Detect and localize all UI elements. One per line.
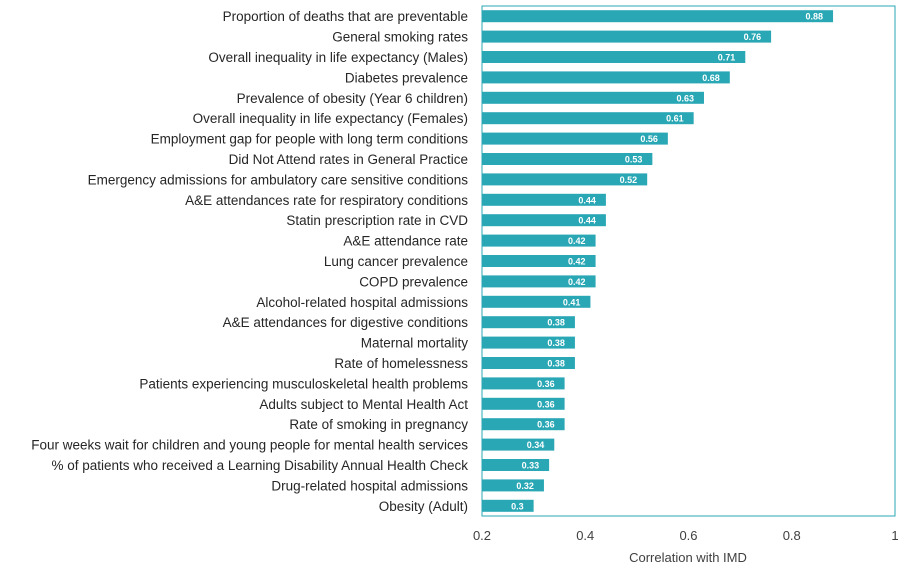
bar <box>482 132 668 145</box>
x-tick-label: 0.8 <box>783 528 801 543</box>
bar <box>482 112 694 125</box>
bar-value-label: 0.44 <box>578 195 596 205</box>
category-label: COPD prevalence <box>359 274 468 289</box>
category-label: Drug-related hospital admissions <box>271 478 468 493</box>
bar <box>482 438 555 451</box>
bar-value-label: 0.41 <box>563 297 581 307</box>
bar <box>482 336 575 349</box>
bar-value-label: 0.33 <box>522 461 540 471</box>
category-label: Adults subject to Mental Health Act <box>259 397 468 412</box>
bar-value-label: 0.56 <box>640 134 658 144</box>
bar <box>482 214 606 227</box>
category-label: Four weeks wait for children and young p… <box>31 438 468 453</box>
bar <box>482 479 544 492</box>
bar-value-label: 0.68 <box>702 73 720 83</box>
bar-value-label: 0.36 <box>537 399 555 409</box>
category-label: Diabetes prevalence <box>345 70 468 85</box>
bar <box>482 71 730 84</box>
plot-frame <box>481 5 896 517</box>
bar <box>482 193 606 206</box>
bar-value-label: 0.38 <box>547 318 565 328</box>
bar-value-label: 0.42 <box>568 236 586 246</box>
x-tick-label: 0.6 <box>679 528 697 543</box>
value-labels: 0.88 0.76 0.71 0.68 0.63 0.61 0.56 0.53 0.52 0.44… <box>511 12 823 512</box>
bar <box>482 153 653 165</box>
category-label: Statin prescription rate in CVD <box>286 213 468 228</box>
category-label: Employment gap for people with long term… <box>151 132 469 147</box>
category-label: Proportion of deaths that are preventabl… <box>223 9 468 24</box>
bar-value-label: 0.34 <box>527 440 545 450</box>
bar <box>482 499 534 512</box>
bar-value-label: 0.3 <box>511 501 524 511</box>
category-label: Did Not Attend rates in General Practice <box>229 152 468 167</box>
bar-value-label: 0.36 <box>537 420 555 430</box>
category-labels: Proportion of deaths that are preventabl… <box>31 9 468 514</box>
bar-value-label: 0.42 <box>568 277 586 287</box>
category-label: Lung cancer prevalence <box>324 254 468 269</box>
category-label: Overall inequality in life expectancy (M… <box>208 50 468 65</box>
bar-value-label: 0.88 <box>806 12 824 22</box>
bar <box>482 234 596 247</box>
category-label: Alcohol-related hospital admissions <box>256 295 468 310</box>
bar-value-label: 0.53 <box>625 155 643 165</box>
bar-value-label: 0.38 <box>547 359 565 369</box>
bar-value-label: 0.63 <box>676 93 694 103</box>
category-label: Rate of homelessness <box>334 356 468 371</box>
category-label: Maternal mortality <box>361 336 469 351</box>
category-label: Rate of smoking in pregnancy <box>289 417 468 432</box>
bar <box>482 377 565 390</box>
x-tick-label: 0.2 <box>473 528 491 543</box>
bar-value-label: 0.76 <box>744 32 762 42</box>
bar <box>482 30 772 43</box>
bar-value-label: 0.32 <box>516 481 534 491</box>
bar <box>482 275 596 288</box>
x-axis-ticks: 0.2 0.4 0.6 0.8 1 <box>473 528 899 543</box>
category-label: Emergency admissions for ambulatory care… <box>88 172 469 187</box>
category-label: A&E attendances rate for respiratory con… <box>185 193 468 208</box>
category-label: A&E attendance rate <box>343 234 468 249</box>
bar <box>482 316 575 329</box>
bar <box>482 418 565 431</box>
bar-value-label: 0.71 <box>718 53 736 63</box>
bar <box>482 397 565 410</box>
x-axis-title: Correlation with IMD <box>629 550 747 565</box>
bar-value-label: 0.61 <box>666 114 684 124</box>
x-tick-label: 1 <box>891 528 898 543</box>
category-label: Patients experiencing musculoskeletal he… <box>139 376 468 391</box>
bar <box>482 255 596 267</box>
bar-value-label: 0.38 <box>547 338 565 348</box>
category-label: % of patients who received a Learning Di… <box>52 458 469 473</box>
bar <box>482 173 648 186</box>
bar-value-label: 0.36 <box>537 379 555 389</box>
category-label: Overall inequality in life expectancy (F… <box>193 111 468 126</box>
category-label: Prevalence of obesity (Year 6 children) <box>237 91 468 106</box>
bar <box>482 91 704 104</box>
x-tick-label: 0.4 <box>576 528 594 543</box>
category-label: General smoking rates <box>332 30 468 45</box>
bar-value-label: 0.42 <box>568 257 586 267</box>
bar <box>482 51 746 63</box>
bar <box>482 459 550 471</box>
bar <box>482 295 591 308</box>
category-label: A&E attendances for digestive conditions <box>223 315 469 330</box>
category-label: Obesity (Adult) <box>379 499 468 514</box>
bar <box>482 10 834 23</box>
bar-value-label: 0.44 <box>578 216 596 226</box>
bar-value-label: 0.52 <box>620 175 638 185</box>
bar <box>482 357 575 369</box>
bars <box>482 10 834 512</box>
